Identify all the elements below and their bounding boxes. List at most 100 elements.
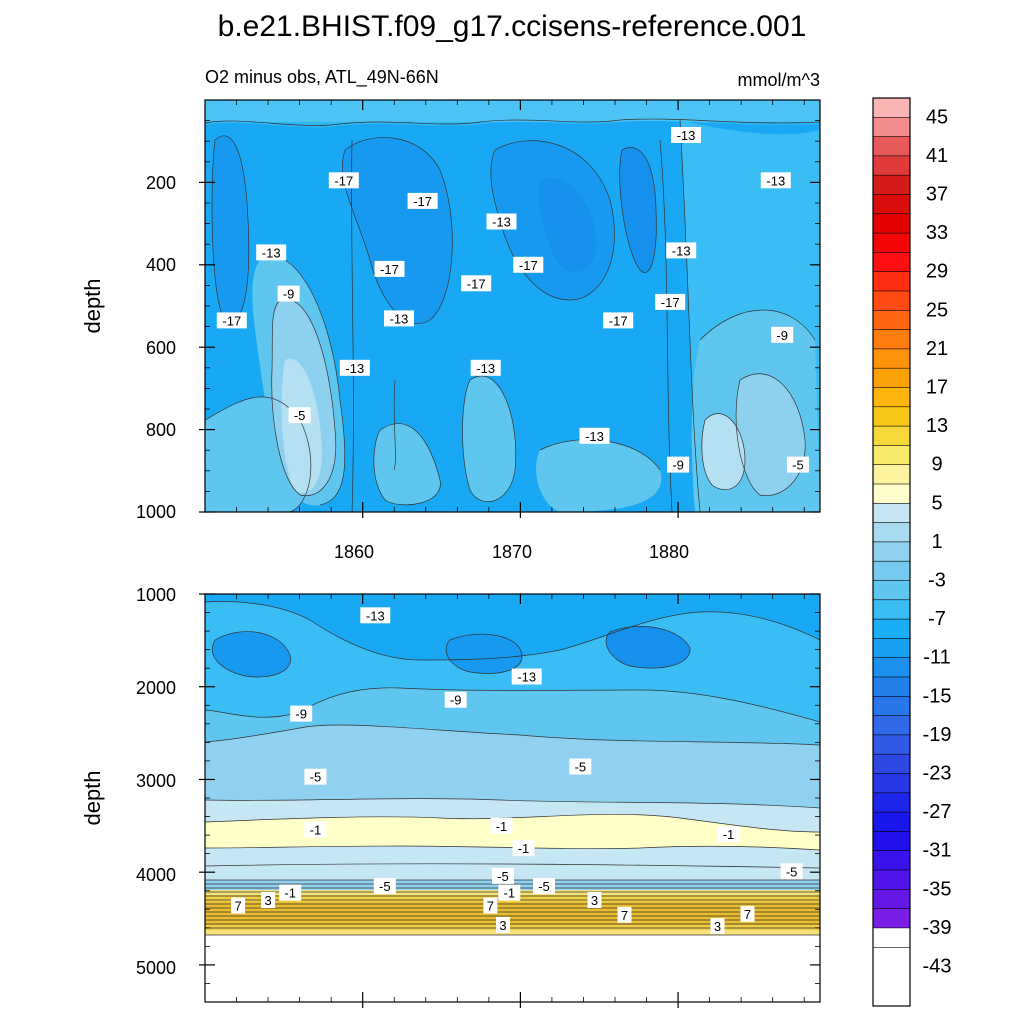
upper-contour-labels: -17 -17 -13 -13 -17 -17 -17 -9 -17 -13 -17 -17 -13 -1… xyxy=(216,127,809,473)
contour-label-text: -17 xyxy=(661,295,680,310)
contour-label-text: -13 xyxy=(492,215,511,230)
contour-label-box xyxy=(279,884,302,901)
contour-label-text: -13 xyxy=(345,361,364,376)
contour-label-text: 7 xyxy=(621,908,628,923)
colorbar-box xyxy=(872,387,911,408)
colorbar-label: -39 xyxy=(923,917,952,939)
contour-label-box xyxy=(261,892,276,908)
contour-label-box xyxy=(304,821,327,838)
colorbar-box xyxy=(872,869,911,890)
contour-label-text: -13 xyxy=(476,361,495,376)
contour-label-box xyxy=(512,840,535,857)
contour-label: -13 xyxy=(671,127,701,143)
contour-label: -17 xyxy=(655,293,686,310)
contour-label-box xyxy=(496,917,510,933)
colorbar-box xyxy=(872,599,911,620)
contour-label: -13 xyxy=(470,359,501,376)
colorbar-label: 41 xyxy=(926,145,948,167)
contour-label: 7 xyxy=(740,905,755,922)
contour-label: 3 xyxy=(587,892,602,908)
contour-label-text: -5 xyxy=(792,458,804,473)
colorbar-label: -11 xyxy=(923,647,950,669)
contour-label: -13 xyxy=(760,172,791,189)
colorbar-label: 13 xyxy=(926,415,948,437)
contour-label-text: -13 xyxy=(672,243,691,258)
colorbar-box xyxy=(872,406,911,427)
lower-contour-labels: -13-13-9-9-5-5-1 -1-1-1-5 -5-5-1 -1 -537 7 37 7… xyxy=(231,607,803,934)
colorbar-label: -19 xyxy=(923,724,952,746)
colorbar-box xyxy=(872,232,911,254)
contour-label-text: -17 xyxy=(519,258,538,273)
colorbar-box xyxy=(872,618,911,639)
contour-label-text: -1 xyxy=(518,841,530,856)
contour-label-text: -9 xyxy=(450,693,462,708)
contour-label-box xyxy=(374,260,405,277)
upper-y-axis-label: depth xyxy=(80,278,105,333)
contour-label: -17 xyxy=(407,192,438,209)
contour-label-text: -5 xyxy=(786,864,798,879)
contour-label-text: -1 xyxy=(496,819,508,834)
y-tick-label: 400 xyxy=(146,255,176,275)
colorbar-box xyxy=(872,97,911,118)
colorbar-box xyxy=(872,117,911,138)
contour-label-box xyxy=(277,285,300,302)
contour-label: -5 xyxy=(288,407,311,424)
contour-label-box xyxy=(760,172,791,189)
colorbar-box xyxy=(872,541,911,562)
contour-label: -5 xyxy=(569,758,592,775)
lower-field xyxy=(205,594,820,1002)
lower-y-tick-labels: 1000 2000 3000 4000 5000 xyxy=(136,585,176,978)
contour-label: -1 xyxy=(498,884,521,901)
contour-label-box xyxy=(328,172,359,189)
contour-label: -9 xyxy=(771,326,794,343)
colorbar-label: -31 xyxy=(923,840,952,862)
colorbar-box xyxy=(872,271,911,292)
y-tick-label: 2000 xyxy=(136,678,176,698)
contour-label: -17 xyxy=(513,256,544,273)
colorbar-label: -7 xyxy=(928,608,946,630)
contour-label-text: -17 xyxy=(413,194,432,209)
colorbar-box xyxy=(872,753,911,775)
colorbar-box xyxy=(872,425,911,447)
contour-label: -5 xyxy=(786,456,809,473)
contour-label: -9 xyxy=(667,456,690,473)
colorbar-label: -43 xyxy=(923,956,952,978)
colorbar-box xyxy=(872,560,911,582)
lower-y-axis-label: depth xyxy=(80,770,105,825)
contour-label-box xyxy=(666,242,697,259)
colorbar-label: 33 xyxy=(926,222,948,244)
colorbar-frame xyxy=(872,97,911,1007)
lower-ticks xyxy=(199,593,820,1008)
panel-subtitle: O2 minus obs, ATL_49N-66N xyxy=(205,67,439,88)
contour-label-box xyxy=(513,256,544,273)
colorbar-label: 17 xyxy=(926,377,948,399)
colorbar-box xyxy=(872,927,911,948)
colorbar-box xyxy=(872,464,911,485)
colorbar-box xyxy=(872,734,911,755)
colorbar-label: 37 xyxy=(926,184,948,206)
contour-label-box xyxy=(710,918,725,934)
contour-label-box xyxy=(216,312,247,329)
upper-field xyxy=(205,100,820,512)
contour-label-text: -5 xyxy=(294,408,306,423)
contour-label: -13 xyxy=(360,607,391,624)
colorbar-label: -3 xyxy=(928,570,946,592)
colorbar-labels: 45 41 37 33 29 25 21 17 13 9 5 1 -3 -7 -11 -15 -19 -23 -27… xyxy=(923,106,952,977)
contour-label-text: -17 xyxy=(467,276,486,291)
colorbar-box xyxy=(872,483,911,504)
contour-label-text: -17 xyxy=(609,313,628,328)
contour-label-text: -13 xyxy=(677,128,696,143)
colorbar-box xyxy=(872,329,911,350)
contour-label: -9 xyxy=(277,285,300,302)
contour-label-box xyxy=(256,244,287,261)
contour-label-box xyxy=(780,863,803,880)
y-tick-label: 200 xyxy=(146,173,176,193)
contour-label: -1 xyxy=(304,821,327,838)
contour-label: -13 xyxy=(666,242,697,259)
contour-label: -5 xyxy=(304,768,327,785)
contour-label-box xyxy=(587,892,602,908)
contour-label-text: -5 xyxy=(538,879,550,894)
contour-label-text: 3 xyxy=(264,893,271,908)
contour-label-box xyxy=(490,817,513,834)
contour-label-text: -5 xyxy=(310,770,322,785)
